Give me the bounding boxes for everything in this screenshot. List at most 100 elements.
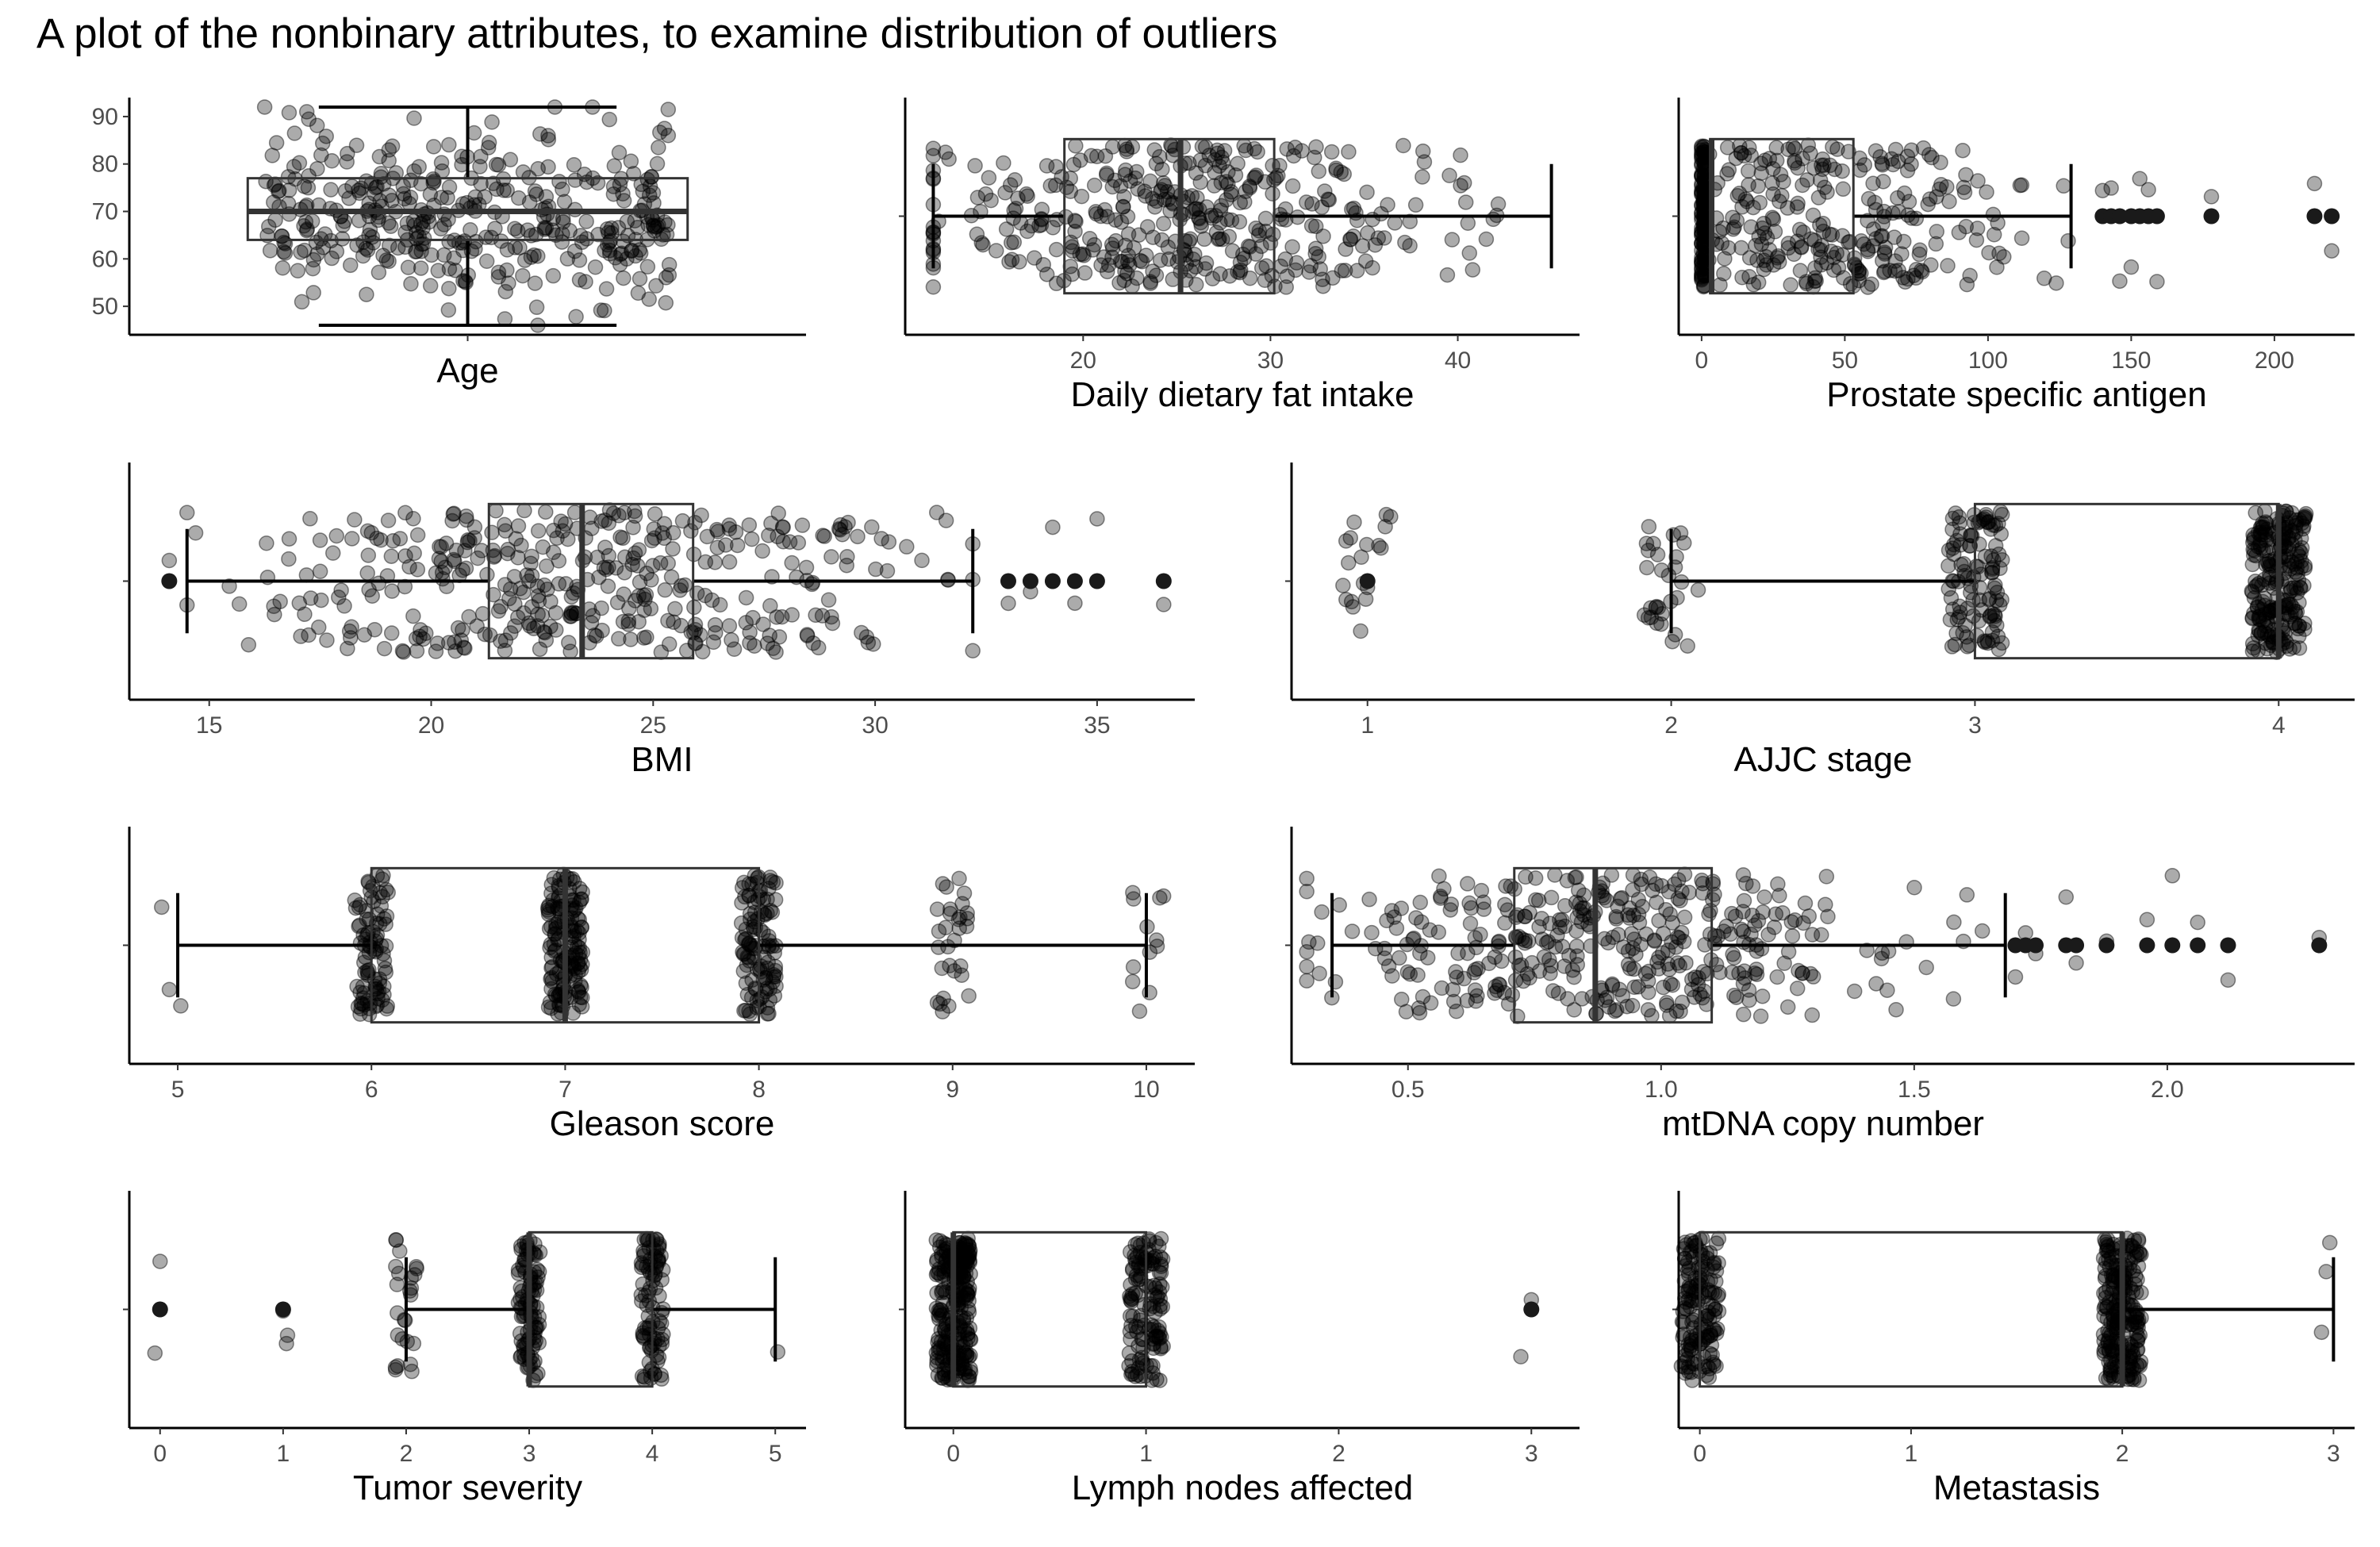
jitter-point [1899,163,1916,178]
jitter-point [358,240,374,256]
jitter-point [1779,999,1796,1015]
jitter-point [628,248,643,264]
x-tick-label: 0 [1695,347,1709,374]
jitter-point [752,922,769,938]
jitter-point [721,517,737,533]
jitter-point [360,874,377,891]
jitter-point [1852,162,1868,178]
jitter-point [1959,887,1975,903]
jitter-point [356,985,372,1001]
jitter-point [1462,916,1479,931]
x-tick-label: 0 [946,1441,960,1467]
jitter-point [775,534,792,550]
jitter-point [513,1242,529,1257]
jitter-point [271,183,286,200]
jitter-point [1126,240,1142,256]
jitter-point [2140,182,2156,198]
jitter-point [313,592,329,608]
outlier-point [2203,208,2220,225]
boxplot-panel-8: 0 1 2 3 4 5 Tumor severity [123,1191,806,1507]
outlier-point [1044,573,1061,589]
jitter-point [1780,236,1797,251]
jitter-point [570,947,587,963]
jitter-point [1238,142,1254,159]
jitter-point [2130,1258,2147,1274]
jitter-point [627,545,643,562]
jitter-point [1430,924,1447,940]
jitter-point [369,530,385,547]
jitter-point [1304,196,1320,212]
jitter-point [441,234,457,250]
jitter-point [152,1253,168,1269]
jitter-point [1117,237,1134,254]
jitter-point [1770,876,1786,892]
jitter-point [413,175,429,192]
jitter-point [1073,188,1090,205]
jitter-point [501,275,516,291]
jitter-point [240,636,257,653]
jitter-point [1364,924,1380,941]
jitter-point [1203,210,1220,226]
jitter-point [1911,246,1928,263]
jitter-point [879,562,896,579]
jitter-point [1741,140,1757,155]
jitter-point [1345,228,1361,244]
jitter-point [1345,599,1361,615]
x-tick-label: 2 [1332,1441,1345,1467]
jitter-point [547,920,564,937]
jitter-point [1836,270,1852,286]
jitter-point [1498,878,1514,894]
jitter-point [1116,272,1132,289]
jitter-point [1207,208,1224,224]
jitter-point [428,643,444,659]
jitter-point [484,524,500,540]
jitter-point [811,639,827,656]
jitter-point [1645,536,1661,552]
jitter-point [937,144,954,160]
jitter-point [1753,236,1770,252]
jitter-point [1126,891,1142,907]
jitter-point [1124,973,1141,990]
jitter-point [1076,248,1092,263]
jitter-point [1104,178,1121,195]
jitter-point [1408,910,1424,926]
jitter-point [957,1322,973,1338]
jitter-point [631,574,648,590]
jitter-point [305,260,321,277]
jitter-point [286,159,302,175]
jitter-point [1991,245,2007,262]
x-tick-label: 3 [2327,1441,2340,1467]
jitter-point [497,523,513,539]
jitter-point [433,553,449,570]
jitter-point [512,240,528,255]
jitter-point [1157,178,1173,194]
jitter-point [1715,220,1731,236]
jitter-point [483,229,500,246]
jitter-point [381,142,397,158]
jitter-point [434,163,451,179]
jitter-point [593,302,609,318]
jitter-point [375,248,391,263]
jitter-point [1812,217,1828,233]
jitter-point [1257,223,1274,240]
jitter-point [931,1307,946,1323]
jitter-point [1238,183,1253,200]
jitter-point [938,919,954,936]
jitter-point [359,286,374,302]
jitter-point [1792,263,1809,278]
jitter-point [328,528,344,544]
jitter-point [268,135,285,151]
jitter-point [1545,983,1561,999]
jitter-point [1789,981,1806,996]
boxplot-panel-9: 0 1 2 3 Lymph nodes affected [899,1191,1580,1507]
jitter-point [1246,140,1262,157]
jitter-point [651,140,666,155]
jitter-point [264,148,281,163]
jitter-point [1490,196,1507,212]
x-tick-label: 3 [1968,712,1982,739]
jitter-point [1231,213,1248,230]
jitter-point [1875,216,1891,232]
jitter-point [1758,257,1775,273]
jitter-point [1898,934,1914,950]
jitter-point [1119,253,1136,270]
